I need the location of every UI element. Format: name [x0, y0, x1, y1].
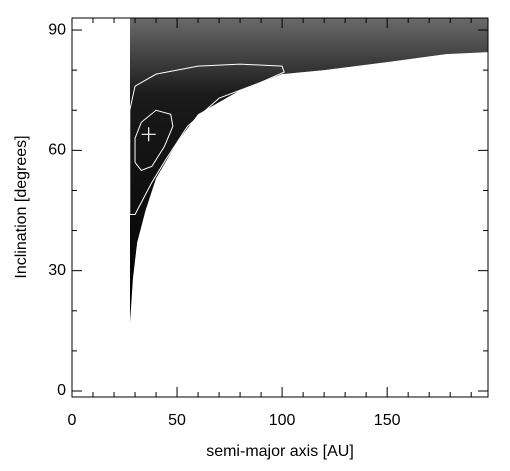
- contour-line: [134, 109, 174, 172]
- y-axis-label: Inclination [degrees]: [13, 135, 30, 278]
- y-tick-label: 0: [57, 382, 66, 399]
- y-tick-label: 30: [48, 262, 66, 279]
- x-axis-label: semi-major axis [AU]: [206, 443, 354, 460]
- y-tick-label: 60: [48, 142, 66, 159]
- plot-frame: [71, 17, 489, 398]
- contour-line: [129, 63, 285, 216]
- x-tick-label: 50: [168, 412, 186, 429]
- y-tick-label: 90: [48, 21, 66, 38]
- best-fit-marker: [141, 127, 156, 142]
- x-tick-label: 150: [374, 412, 401, 429]
- x-tick-label: 100: [269, 412, 296, 429]
- allowed-region: [129, 18, 488, 323]
- x-tick-label: 0: [68, 412, 77, 429]
